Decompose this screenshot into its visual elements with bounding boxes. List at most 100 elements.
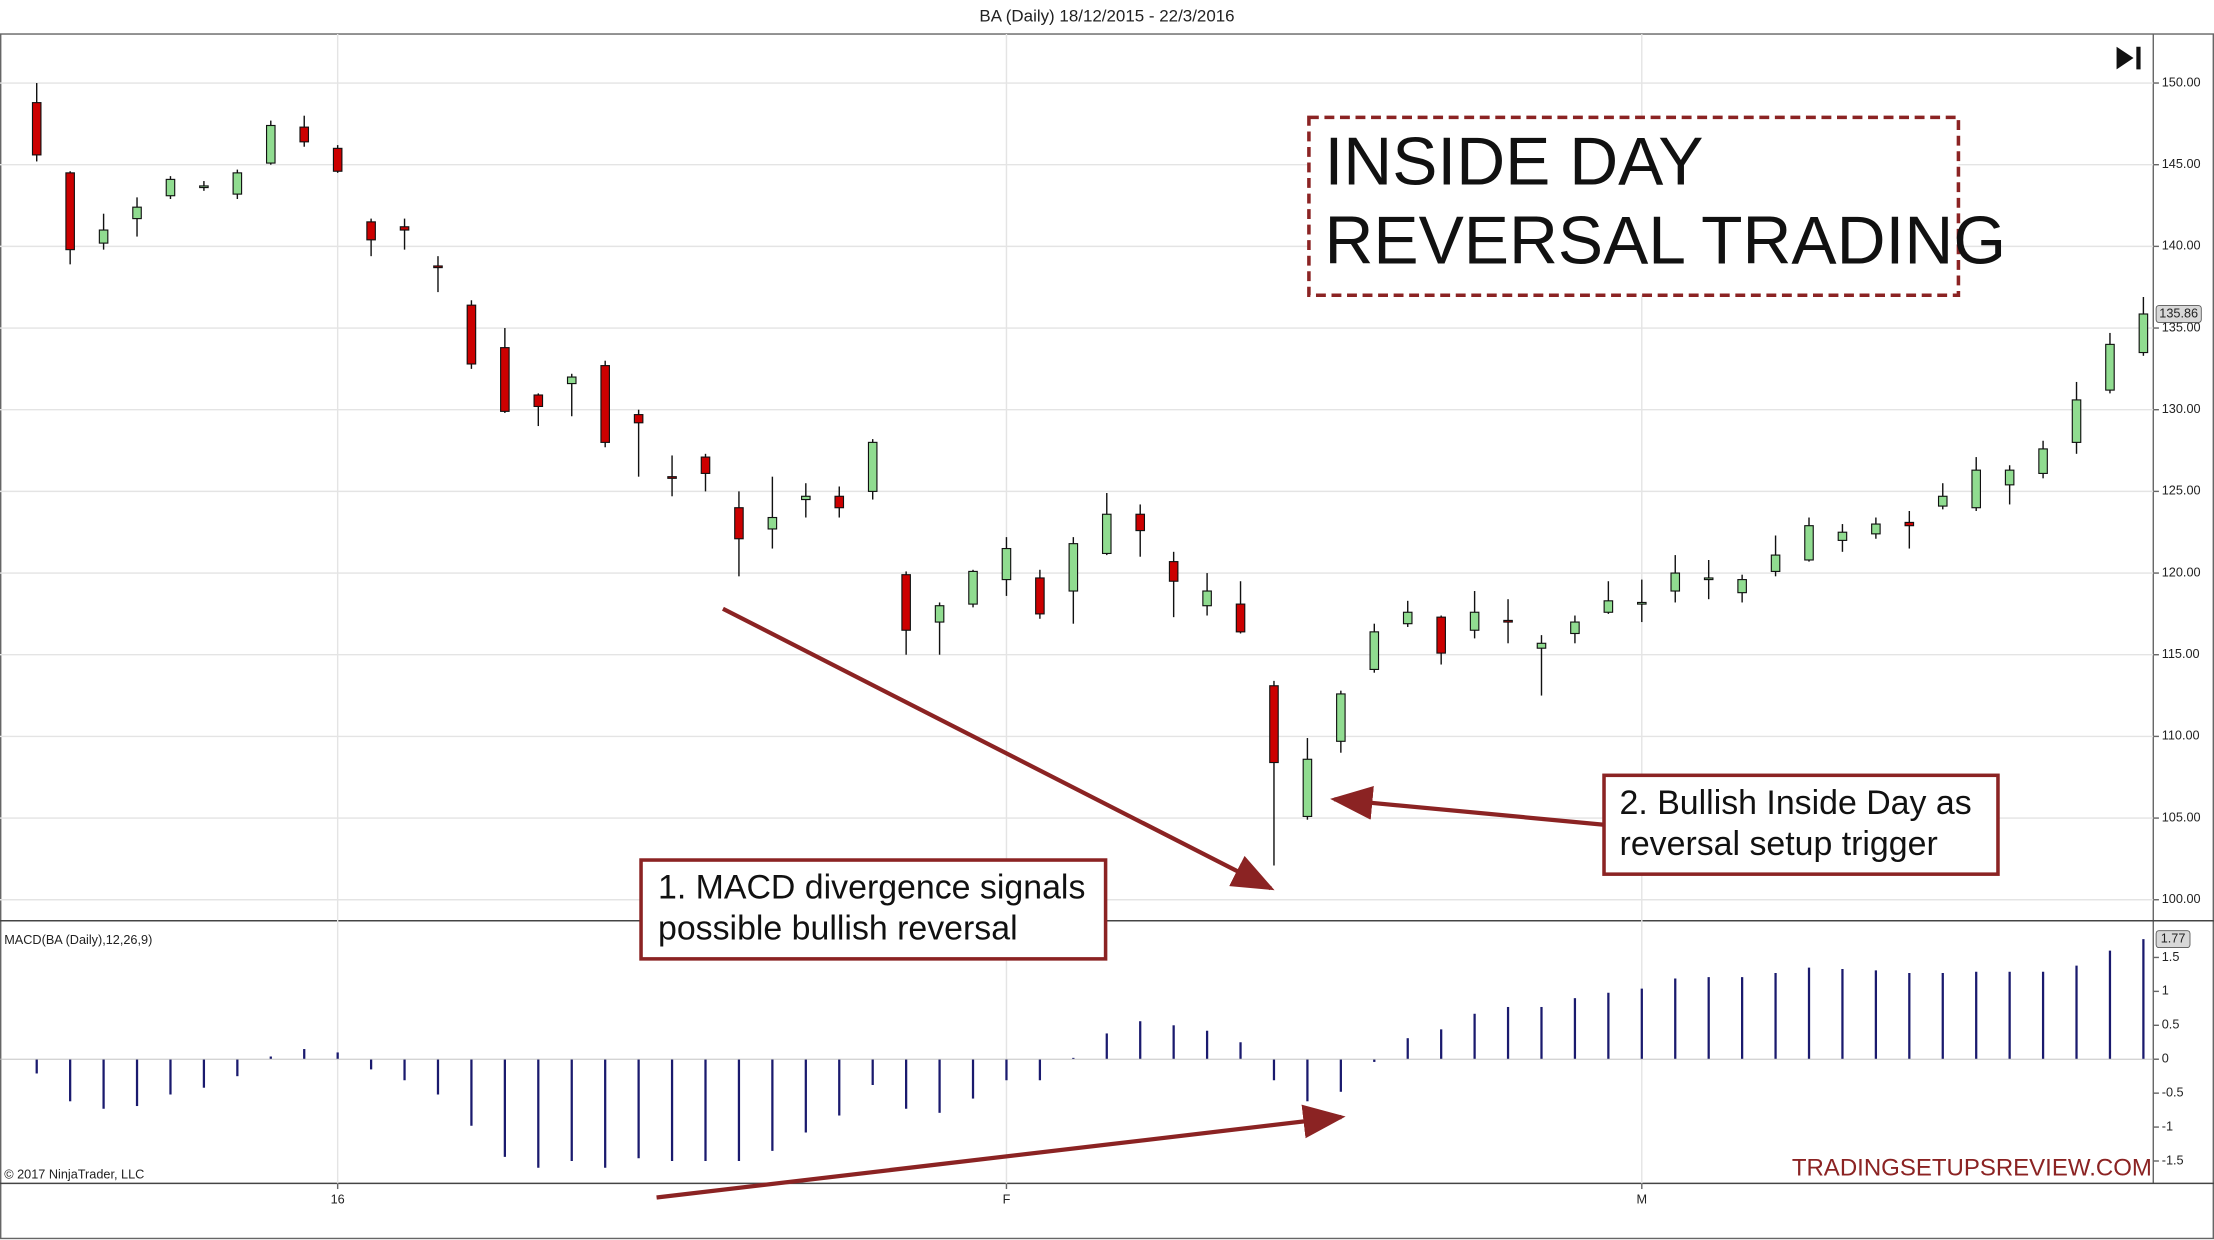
x-tick-label: F bbox=[1003, 1193, 1011, 1207]
y-tick-label: 0 bbox=[2162, 1052, 2169, 1066]
candle-body bbox=[1436, 616, 1446, 654]
arrow bbox=[721, 606, 1275, 891]
candle-body bbox=[466, 304, 477, 365]
candle-body bbox=[1670, 572, 1681, 592]
candle-body bbox=[1536, 642, 1547, 649]
candle-body bbox=[132, 206, 142, 220]
candle-body bbox=[199, 185, 209, 189]
y-tick-label: 145.00 bbox=[2162, 157, 2201, 171]
y-tick-label: 1.5 bbox=[2162, 950, 2180, 964]
candle-body bbox=[1168, 561, 1179, 582]
candle-body bbox=[633, 414, 644, 424]
candle-body bbox=[1937, 495, 1948, 507]
candle-body bbox=[1001, 547, 1012, 581]
y-tick-label: 130.00 bbox=[2162, 402, 2201, 416]
candle-body bbox=[31, 102, 42, 156]
candle-body bbox=[332, 147, 343, 172]
candle-body bbox=[1637, 601, 1647, 605]
candle-body bbox=[1837, 531, 1848, 541]
candle-body bbox=[533, 394, 544, 408]
candle-body bbox=[566, 376, 577, 385]
y-tick-label: 110.00 bbox=[2162, 729, 2200, 743]
candle-body bbox=[500, 347, 510, 412]
candle-body bbox=[1302, 758, 1313, 818]
candle-body bbox=[1101, 513, 1112, 555]
note: 2. Bullish Inside Day as bbox=[1620, 784, 1972, 822]
candle-body bbox=[399, 226, 410, 231]
candle-body bbox=[1971, 469, 1982, 509]
candle-body bbox=[934, 605, 945, 623]
arrow bbox=[656, 1104, 1346, 1200]
candle-body bbox=[265, 124, 276, 164]
candle-body bbox=[1469, 611, 1480, 631]
y-tick-label: 100.00 bbox=[2162, 892, 2201, 906]
candle-body bbox=[1503, 619, 1513, 623]
y-tick-label: 115.00 bbox=[2162, 647, 2200, 661]
price-tag-box bbox=[2155, 305, 2202, 323]
candle-body bbox=[901, 574, 911, 631]
y-tick-label: 135.00 bbox=[2162, 320, 2201, 334]
candle-body bbox=[2071, 399, 2082, 443]
x-tick-label: 16 bbox=[331, 1193, 345, 1207]
macd-title: MACD(BA (Daily),12,26,9) bbox=[4, 933, 152, 947]
candle-body bbox=[1369, 631, 1380, 670]
headline: INSIDE DAY bbox=[1324, 125, 1703, 200]
candle-body bbox=[767, 516, 778, 530]
candle-body bbox=[734, 507, 744, 540]
candle-body bbox=[2038, 448, 2048, 474]
value-tag: 1.77 bbox=[2161, 931, 2186, 945]
candle-body bbox=[232, 172, 243, 195]
candle-body bbox=[667, 476, 677, 479]
candle-body bbox=[2105, 343, 2115, 391]
y-tick-label: 125.00 bbox=[2162, 484, 2201, 498]
scroll-end-button[interactable] bbox=[2116, 46, 2141, 70]
y-tick-label: -1 bbox=[2162, 1119, 2173, 1133]
candle-body bbox=[1737, 579, 1747, 594]
candle-body bbox=[2004, 469, 2015, 486]
y-tick-label: 105.00 bbox=[2162, 810, 2201, 824]
candle-body bbox=[65, 172, 75, 251]
candle-body bbox=[433, 265, 443, 269]
candle-body bbox=[1235, 603, 1246, 633]
arrow bbox=[1330, 786, 1605, 827]
note: 1. MACD divergence signals bbox=[658, 869, 1085, 907]
candle-body bbox=[1068, 543, 1079, 592]
candle-body bbox=[366, 221, 376, 241]
y-tick-label: 0.5 bbox=[2162, 1018, 2180, 1032]
candle-body bbox=[1035, 577, 1045, 615]
x-tick-label: M bbox=[1637, 1193, 1648, 1207]
watermark: TRADINGSETUPSREVIEW.COM bbox=[1792, 1155, 2152, 1182]
candle-body bbox=[2138, 313, 2149, 354]
candle-body bbox=[1603, 600, 1614, 613]
candle-body bbox=[801, 495, 811, 501]
y-tick-label: -0.5 bbox=[2162, 1086, 2184, 1100]
value-tag-box bbox=[2155, 930, 2191, 949]
candle-body bbox=[1135, 513, 1146, 532]
candle-body bbox=[600, 365, 610, 443]
headline: REVERSAL TRADING bbox=[1324, 204, 2006, 279]
candle-body bbox=[1871, 523, 1881, 535]
candle-body bbox=[1402, 611, 1413, 625]
copyright: © 2017 NinjaTrader, LLC bbox=[4, 1167, 144, 1181]
candle-body bbox=[968, 570, 978, 605]
candle-body bbox=[165, 178, 176, 197]
note-box bbox=[639, 858, 1108, 961]
headline-box bbox=[1307, 115, 1961, 298]
y-tick-label: 140.00 bbox=[2162, 239, 2201, 253]
note: possible bullish reversal bbox=[658, 910, 1018, 948]
y-tick-label: 1 bbox=[2162, 984, 2169, 998]
frame bbox=[0, 33, 2214, 1240]
note-box bbox=[1602, 773, 2000, 876]
candle-body bbox=[299, 126, 310, 143]
candle-body bbox=[1336, 693, 1346, 742]
candle-body bbox=[1770, 554, 1781, 572]
note: reversal setup trigger bbox=[1620, 825, 1938, 863]
candle-body bbox=[1703, 577, 1714, 581]
y-tick-label: 120.00 bbox=[2162, 565, 2201, 579]
candle-body bbox=[98, 229, 109, 244]
chart-title: BA (Daily) 18/12/2015 - 22/3/2016 bbox=[979, 7, 1234, 26]
candle-body bbox=[1904, 521, 1915, 527]
candle-body bbox=[867, 441, 878, 492]
candle-body bbox=[1202, 590, 1212, 607]
